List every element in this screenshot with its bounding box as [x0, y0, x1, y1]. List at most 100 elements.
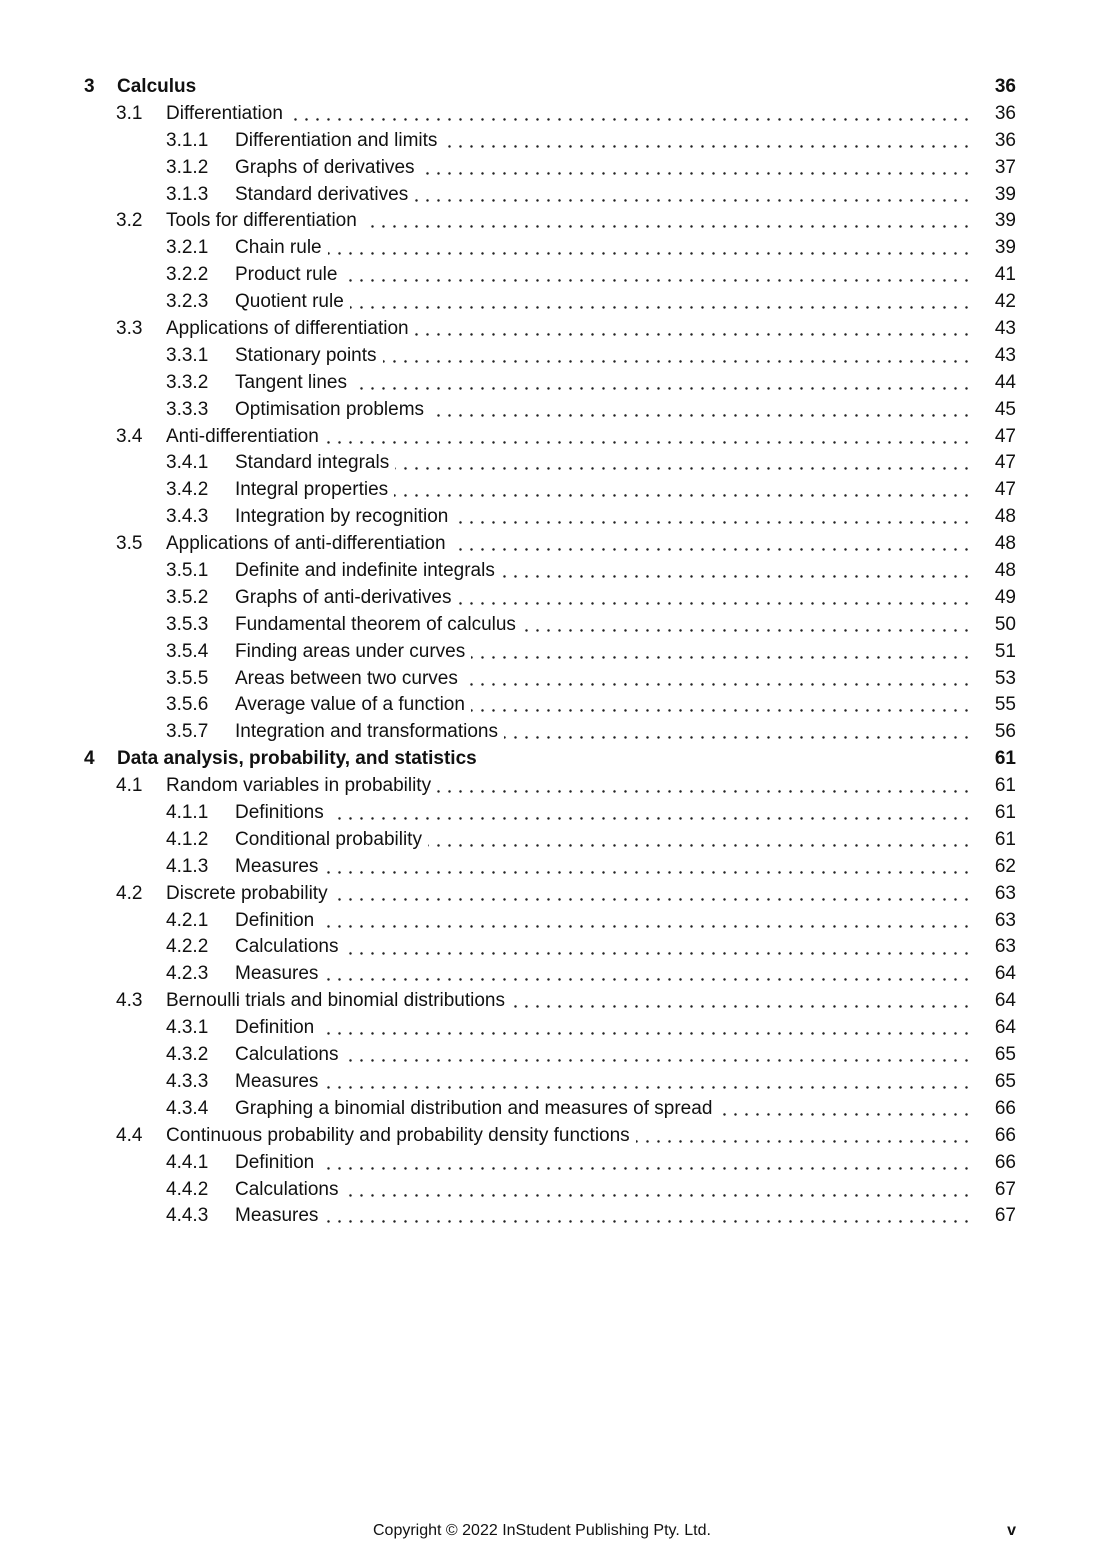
toc-section-entry[interactable]: 3.4 Anti-differentiation 47: [0, 423, 1100, 451]
toc-subsection-entry[interactable]: 3.2.1 Chain rule 39: [0, 235, 1100, 263]
toc-section-entry[interactable]: 4.1 Random variables in probability 61: [0, 773, 1100, 801]
toc-subsection-entry[interactable]: 4.3.4 Graphing a binomial distribution an…: [0, 1095, 1100, 1123]
toc-subsection-entry[interactable]: 3.4.1 Standard integrals 47: [0, 450, 1100, 478]
toc-chapter-entry[interactable]: 3 Calculus 36: [0, 73, 1100, 101]
dot-leader: [324, 1203, 972, 1231]
toc-subsection-entry[interactable]: 3.1.2 Graphs of derivatives 37: [0, 154, 1100, 182]
toc-subsection-entry[interactable]: 3.1.3 Standard derivatives 39: [0, 181, 1100, 209]
toc-entry-number: 3.5.1: [166, 560, 209, 582]
toc-entry-page: 63: [994, 909, 1016, 931]
dot-leader: [414, 181, 972, 209]
toc-subsection-entry[interactable]: 3.5.3 Fundamental theorem of calculus 50: [0, 611, 1100, 639]
toc-entry-page: 64: [994, 963, 1016, 985]
copyright-notice: Copyright © 2022 InStudent Publishing Pt…: [373, 1522, 711, 1539]
toc-entry-page: 66: [994, 1124, 1016, 1146]
toc-section-entry[interactable]: 3.3 Applications of differentiation 43: [0, 316, 1100, 343]
toc-subsection-entry[interactable]: 4.1.2 Conditional probability 61: [0, 826, 1100, 854]
toc-entry-title: Random variables in probability: [166, 773, 438, 801]
toc-subsection-entry[interactable]: 4.3.1 Definition 64: [0, 1015, 1100, 1043]
toc-subsection-entry[interactable]: 3.2.2 Product rule 41: [0, 262, 1100, 290]
toc-entry-number: 4.4.2: [166, 1178, 209, 1200]
toc-section-entry[interactable]: 3.5 Applications of anti-differentiation 4…: [0, 531, 1100, 559]
toc-entry-page: 43: [994, 318, 1016, 339]
dot-leader: [324, 961, 972, 989]
dot-leader: [353, 369, 972, 397]
toc-entry-title: Optimisation problems: [235, 396, 431, 424]
dot-leader: [504, 719, 972, 747]
toc-entry-title: Discrete probability: [166, 880, 334, 908]
dot-leader: [395, 450, 972, 478]
toc-subsection-entry[interactable]: 4.4.1 Definition 66: [0, 1149, 1100, 1177]
dot-leader: [325, 423, 972, 451]
toc-section-entry[interactable]: 4.2 Discrete probability 63: [0, 880, 1100, 908]
toc-entry-number: 3.4.3: [166, 506, 209, 528]
toc-entry-number: 4.2.1: [166, 909, 209, 931]
toc-entry-title: Product rule: [235, 262, 344, 290]
toc-chapter-entry[interactable]: 4 Data analysis, probability, and statist…: [0, 746, 1100, 774]
toc-subsection-entry[interactable]: 4.4.2 Calculations 67: [0, 1176, 1100, 1204]
toc-subsection-entry[interactable]: 4.3.2 Calculations 65: [0, 1042, 1100, 1069]
toc-subsection-entry[interactable]: 3.5.2 Graphs of anti-derivatives 49: [0, 584, 1100, 612]
toc-entry-title: Standard derivatives: [235, 181, 415, 209]
toc-section-entry[interactable]: 3.2 Tools for differentiation 39: [0, 208, 1100, 236]
toc-section-entry[interactable]: 3.1 Differentiation 36: [0, 100, 1100, 128]
toc-subsection-entry[interactable]: 3.3.2 Tangent lines 44: [0, 369, 1100, 397]
toc-entry-page: 56: [994, 721, 1016, 743]
toc-entry-number: 3.2.1: [166, 237, 209, 259]
toc-subsection-entry[interactable]: 3.5.5 Areas between two curves 53: [0, 665, 1100, 693]
dot-leader: [394, 477, 972, 505]
toc-subsection-entry[interactable]: 3.3.1 Stationary points 43: [0, 342, 1100, 370]
toc-entry-title: Graphs of anti-derivatives: [235, 584, 458, 612]
toc-entry-title: Calculations: [235, 934, 345, 962]
toc-entry-title: Calculations: [235, 1042, 345, 1069]
dot-leader: [345, 1042, 972, 1069]
toc-entry-page: 47: [994, 425, 1016, 447]
toc-entry-page: 39: [994, 210, 1016, 232]
toc-subsection-entry[interactable]: 3.5.7 Integration and transformations 56: [0, 719, 1100, 747]
toc-entry-page: 61: [994, 802, 1016, 824]
toc-subsection-entry[interactable]: 4.1.1 Definitions 61: [0, 800, 1100, 827]
toc-entry-title: Quotient rule: [235, 289, 350, 317]
toc-subsection-entry[interactable]: 3.5.1 Definite and indefinite integrals 48: [0, 558, 1100, 585]
toc-subsection-entry[interactable]: 3.4.2 Integral properties 47: [0, 477, 1100, 505]
toc-subsection-entry[interactable]: 3.5.6 Average value of a function 55: [0, 692, 1100, 720]
toc-subsection-entry[interactable]: 4.3.3 Measures 65: [0, 1068, 1100, 1096]
toc-entry-number: 3.5.7: [166, 721, 209, 743]
toc-entry-title: Graphs of derivatives: [235, 154, 421, 182]
toc-entry-number: 3.5.4: [166, 640, 209, 662]
toc-entry-title: Integration by recognition: [235, 504, 455, 532]
toc-entry-title: Bernoulli trials and binomial distributi…: [166, 988, 512, 1016]
toc-entry-number: 4.3: [116, 990, 143, 1012]
toc-entry-title: Measures: [235, 961, 325, 989]
toc-subsection-entry[interactable]: 4.2.1 Definition 63: [0, 907, 1100, 935]
dot-leader: [383, 342, 972, 370]
toc-entry-page: 36: [994, 102, 1016, 124]
toc-entry-page: 63: [994, 936, 1016, 958]
toc-entry-number: 4.2: [116, 882, 143, 904]
toc-section-entry[interactable]: 4.4 Continuous probability and probabilit…: [0, 1122, 1100, 1150]
toc-subsection-entry[interactable]: 3.1.1 Differentiation and limits 36: [0, 127, 1100, 155]
toc-entry-title: Stationary points: [235, 342, 383, 370]
toc-entry-title: Integral properties: [235, 477, 395, 505]
toc-subsection-entry[interactable]: 4.4.3 Measures 67: [0, 1203, 1100, 1231]
toc-entry-title: Measures: [235, 1203, 325, 1231]
toc-entry-page: 55: [994, 694, 1016, 716]
toc-entry-number: 3.1: [116, 102, 143, 124]
toc-subsection-entry[interactable]: 3.4.3 Integration by recognition 48: [0, 504, 1100, 532]
toc-entry-number: 4.1.2: [166, 828, 209, 850]
toc-entry-page: 43: [994, 344, 1016, 366]
toc-entry-title: Data analysis, probability, and statisti…: [117, 746, 483, 774]
toc-entry-title: Conditional probability: [235, 826, 428, 854]
toc-subsection-entry[interactable]: 4.2.3 Measures 64: [0, 961, 1100, 989]
toc-entry-page: 48: [994, 506, 1016, 528]
toc-section-entry[interactable]: 4.3 Bernoulli trials and binomial distrib…: [0, 988, 1100, 1016]
toc-subsection-entry[interactable]: 3.2.3 Quotient rule 42: [0, 289, 1100, 317]
toc-subsection-entry[interactable]: 3.3.3 Optimisation problems 45: [0, 396, 1100, 424]
dot-leader: [320, 907, 972, 935]
toc-entry-title: Integration and transformations: [235, 719, 504, 747]
toc-subsection-entry[interactable]: 4.2.2 Calculations 63: [0, 934, 1100, 962]
toc-entry-page: 67: [994, 1205, 1016, 1227]
toc-subsection-entry[interactable]: 3.5.4 Finding areas under curves 51: [0, 638, 1100, 666]
toc-subsection-entry[interactable]: 4.1.3 Measures 62: [0, 853, 1100, 881]
toc-entry-title: Chain rule: [235, 235, 328, 263]
